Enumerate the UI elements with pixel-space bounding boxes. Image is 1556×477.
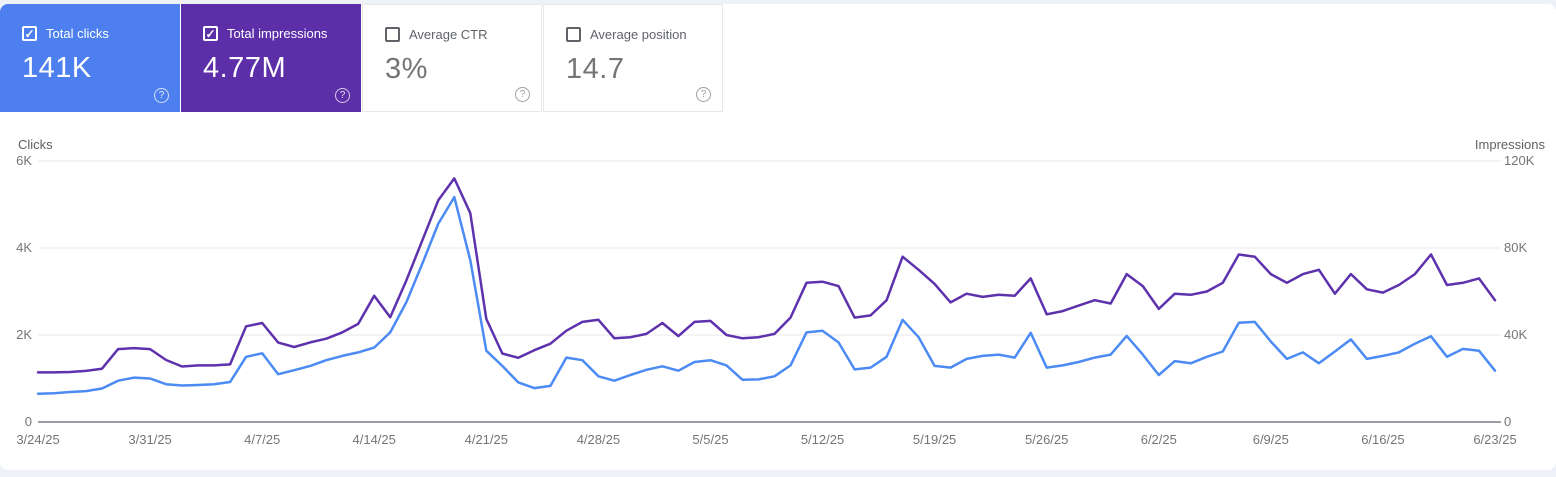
right-axis-tick: 0: [1504, 414, 1511, 429]
x-axis-tick: 4/14/25: [353, 432, 396, 447]
left-axis-title: Clicks: [18, 137, 53, 152]
card-label: Average position: [590, 27, 687, 42]
left-axis-tick: 0: [25, 414, 32, 429]
card-header: Average position: [566, 27, 722, 42]
card-label: Total clicks: [46, 26, 109, 41]
x-axis-tick: 4/21/25: [465, 432, 508, 447]
x-axis-tick: 4/7/25: [244, 432, 280, 447]
total-impressions-value: 4.77M: [203, 52, 287, 84]
x-axis-tick: 6/23/25: [1473, 432, 1516, 447]
metric-card-total-clicks[interactable]: ✓ Total clicks 141K ?: [0, 4, 180, 112]
x-axis-tick: 5/12/25: [801, 432, 844, 447]
performance-panel: ✓ Total clicks 141K ? ✓ Total impression…: [0, 4, 1556, 470]
help-icon[interactable]: ?: [154, 88, 169, 103]
help-icon[interactable]: ?: [515, 87, 530, 102]
left-axis-tick: 4K: [16, 240, 32, 255]
metric-card-total-impressions[interactable]: ✓ Total impressions 4.77M ?: [181, 4, 361, 112]
total-impressions-checkbox[interactable]: ✓: [203, 26, 218, 41]
x-axis-tick: 6/9/25: [1253, 432, 1289, 447]
help-icon[interactable]: ?: [335, 88, 350, 103]
left-axis-tick: 2K: [16, 327, 32, 342]
checkmark-icon: ✓: [205, 26, 216, 41]
x-axis-tick: 4/28/25: [577, 432, 620, 447]
metric-cards: ✓ Total clicks 141K ? ✓ Total impression…: [0, 4, 1556, 112]
x-axis-tick: 5/5/25: [692, 432, 728, 447]
right-axis-tick: 40K: [1504, 327, 1527, 342]
average-position-checkbox[interactable]: [566, 27, 581, 42]
metric-card-average-position[interactable]: Average position 14.7 ?: [543, 4, 723, 112]
card-label: Average CTR: [409, 27, 488, 42]
card-header: ✓ Total impressions: [203, 26, 361, 41]
x-axis-tick: 6/16/25: [1361, 432, 1404, 447]
total-clicks-value: 141K: [22, 52, 92, 84]
performance-chart[interactable]: Clicks Impressions 0 0 2K 40K 4K 80K 6K 120K 3/24/…: [0, 132, 1556, 467]
average-position-value: 14.7: [566, 53, 625, 85]
average-ctr-checkbox[interactable]: [385, 27, 400, 42]
checkmark-icon: ✓: [24, 26, 35, 41]
right-axis-title: Impressions: [1475, 137, 1546, 152]
help-icon[interactable]: ?: [696, 87, 711, 102]
clicks-line-series: [36, 195, 1497, 395]
right-axis-tick: 80K: [1504, 240, 1527, 255]
impressions-line-series: [36, 177, 1497, 374]
card-label: Total impressions: [227, 26, 328, 41]
left-axis-tick: 6K: [16, 153, 32, 168]
average-ctr-value: 3%: [385, 53, 428, 85]
card-header: Average CTR: [385, 27, 541, 42]
card-header: ✓ Total clicks: [22, 26, 180, 41]
x-axis-tick: 3/24/25: [16, 432, 59, 447]
right-axis-tick: 120K: [1504, 153, 1535, 168]
clicks-impressions-line-chart[interactable]: Clicks Impressions 0 0 2K 40K 4K 80K 6K 120K 3/24/…: [0, 132, 1556, 467]
x-axis-tick: 6/2/25: [1141, 432, 1177, 447]
x-axis-tick: 5/26/25: [1025, 432, 1068, 447]
x-axis-tick: 5/19/25: [913, 432, 956, 447]
total-clicks-checkbox[interactable]: ✓: [22, 26, 37, 41]
x-axis-tick: 3/31/25: [128, 432, 171, 447]
metric-card-average-ctr[interactable]: Average CTR 3% ?: [362, 4, 542, 112]
